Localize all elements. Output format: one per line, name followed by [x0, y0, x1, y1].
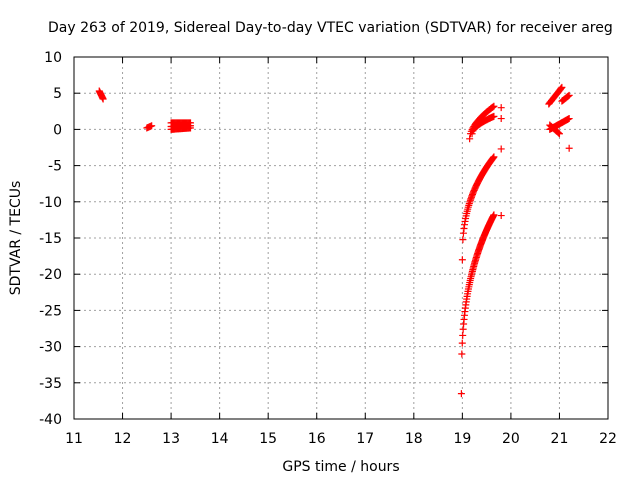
data-point-sat-g — [490, 211, 498, 219]
y-tick-label: 0 — [53, 122, 62, 138]
data-point-sat-g — [459, 331, 467, 339]
x-tick-label: 21 — [551, 431, 569, 447]
x-axis-label: GPS time / hours — [282, 459, 399, 475]
x-tick-label: 14 — [211, 431, 229, 447]
data-point-sat-g — [458, 339, 466, 347]
data-point-sat-c3 — [187, 124, 195, 132]
y-tick-label: -20 — [39, 267, 62, 283]
plot-frame — [73, 56, 609, 420]
chart-title: Day 263 of 2019, Sidereal Day-to-day VTE… — [48, 20, 613, 36]
data-point-sat-b — [148, 122, 156, 130]
data-point-sat-d — [490, 102, 498, 110]
y-tick-labels: 10 5 0 -5 -10 -15 -20 -25 -30 -35 -40 — [39, 50, 62, 428]
data-point-sat-g-tail — [497, 212, 505, 220]
data-point-sat-i-tail — [565, 144, 573, 152]
data-point-sat-i2 — [555, 130, 563, 138]
data-point-sat-d — [489, 103, 497, 111]
y-tick-label: -35 — [39, 376, 62, 392]
x-tick-label: 15 — [259, 431, 277, 447]
x-tick-label: 17 — [356, 431, 374, 447]
x-tick-label: 11 — [65, 431, 83, 447]
x-tick-label: 19 — [453, 431, 471, 447]
y-axis-label: SDTVAR / TECUs — [8, 181, 24, 296]
data-point-sat-g — [457, 390, 465, 398]
data-point-sat-g — [458, 350, 466, 358]
x-tick-label: 12 — [114, 431, 132, 447]
data-point-sat-f — [458, 256, 466, 264]
y-tick-label: -15 — [39, 231, 62, 247]
x-tick-label: 22 — [599, 431, 617, 447]
y-tick-label: -25 — [39, 303, 62, 319]
y-tick-label: 5 — [53, 86, 62, 102]
data-point-sat-e — [468, 130, 476, 138]
data-point-sat-d-tail — [497, 104, 505, 112]
data-point-sat-e-tail — [497, 115, 505, 123]
data-point-sat-f — [490, 153, 498, 161]
y-tick-label: -30 — [39, 340, 62, 356]
data-point-sat-d — [488, 103, 496, 111]
grid-lines — [74, 57, 608, 419]
data-point-sat-a — [99, 95, 107, 103]
y-tick-label: 10 — [44, 50, 62, 66]
data-point-sat-i2 — [555, 129, 563, 137]
data-point-sat-h2 — [565, 91, 573, 99]
data-point-sat-h2 — [564, 92, 572, 100]
data-point-sat-h — [558, 83, 566, 91]
x-tick-label: 16 — [308, 431, 326, 447]
data-point-sat-i — [565, 115, 573, 123]
x-tick-label: 20 — [502, 431, 520, 447]
x-tick-labels: 11 12 13 14 15 16 17 18 19 20 21 22 — [65, 431, 617, 447]
y-tick-label: -10 — [39, 195, 62, 211]
data-point-sat-h — [557, 84, 565, 92]
y-tick-label: -40 — [39, 412, 62, 428]
data-points — [95, 83, 573, 398]
y-tick-label: -5 — [48, 159, 62, 175]
x-tick-label: 18 — [405, 431, 423, 447]
data-point-sat-f — [459, 236, 467, 244]
x-tick-label: 13 — [162, 431, 180, 447]
data-point-sat-e — [490, 112, 498, 120]
data-point-sat-h2 — [564, 93, 572, 101]
data-point-sat-d — [466, 135, 474, 143]
data-point-sat-f-tail — [497, 145, 505, 153]
